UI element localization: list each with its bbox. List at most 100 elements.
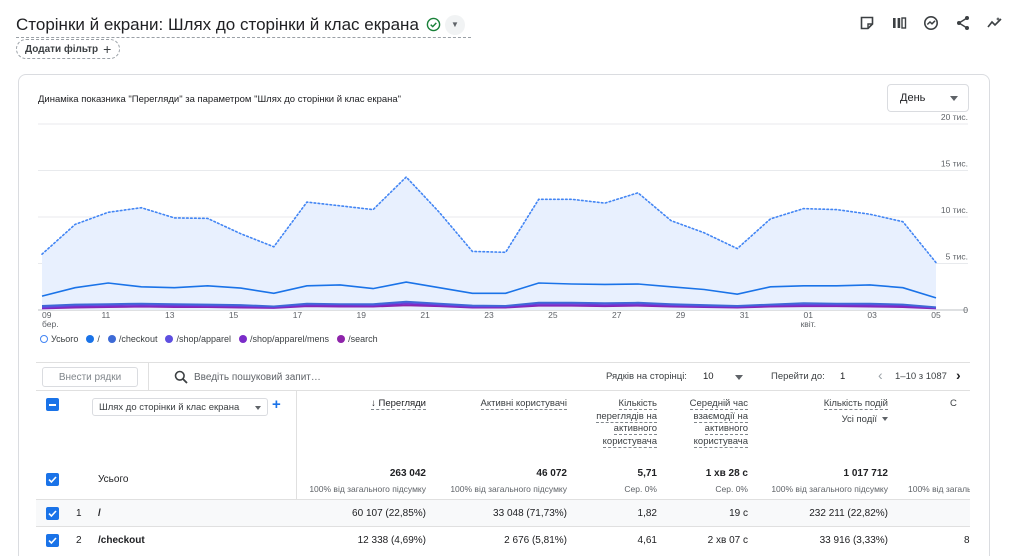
legend-swatch <box>165 335 174 343</box>
total-views-per-user-sub: Сер. 0% <box>624 484 657 494</box>
legend-label: /search <box>348 334 378 344</box>
x-tick-label: 17 <box>293 310 303 320</box>
row-views-per-user: 1,82 <box>637 508 657 519</box>
total-views-sub: 100% від загального підсумку <box>309 484 426 494</box>
x-tick-label: 13 <box>165 310 175 320</box>
series-line <box>41 303 937 309</box>
report-actions <box>858 14 1004 32</box>
col-truncated-label: С <box>950 398 957 409</box>
plot-rows-label: Внести рядки <box>58 371 122 383</box>
col-event-count[interactable]: Кількість подій Усі події <box>790 398 888 426</box>
col-views[interactable]: ↓ Перегляди <box>330 398 426 411</box>
legend-label: Усього <box>51 334 79 344</box>
legend-label: /shop/apparel <box>176 334 231 344</box>
rows-per-page-select[interactable]: 10 <box>703 371 714 382</box>
col-views-label: ↓ Перегляди <box>371 398 426 410</box>
dimension-select[interactable]: Шлях до сторінки й клас екрана <box>92 398 268 416</box>
legend-swatch <box>86 335 95 343</box>
legend-item[interactable]: Усього <box>40 334 78 344</box>
select-all-checkbox[interactable] <box>46 398 59 411</box>
add-dimension-button[interactable]: + <box>272 396 281 413</box>
plus-icon: + <box>103 41 112 57</box>
x-tick-label: 27 <box>612 310 622 320</box>
legend-swatch <box>239 335 247 343</box>
row-avg-engagement: 2 хв 07 с <box>707 535 748 546</box>
insights-icon[interactable] <box>922 14 940 32</box>
row-event-count: 33 916 (3,33%) <box>819 535 888 546</box>
total-active-users-sub: 100% від загального підсумку <box>450 484 567 494</box>
y-tick-label: 15 тис. <box>941 159 968 169</box>
report-title-wrap[interactable]: Сторінки й екрани: Шлях до сторінки й кл… <box>16 12 471 38</box>
x-tick-label: 25 <box>548 310 558 320</box>
chevron-left-icon[interactable]: ‹ <box>878 367 883 383</box>
chevron-right-icon[interactable]: › <box>956 367 961 383</box>
search-icon <box>174 370 188 384</box>
row-views: 60 107 (22,85%) <box>352 508 426 519</box>
row-page-path[interactable]: / <box>98 508 101 519</box>
row-index: 2 <box>76 535 82 546</box>
legend-item[interactable]: /checkout <box>107 334 157 344</box>
title-dropdown-icon[interactable]: ▼ <box>444 14 465 35</box>
granularity-select[interactable]: День <box>887 84 969 112</box>
row-avg-engagement: 19 с <box>729 508 748 519</box>
report-header: Сторінки й екрани: Шлях до сторінки й кл… <box>16 12 1008 42</box>
x-tick-month-label: бер. <box>42 319 59 329</box>
total-avg-engagement: 1 хв 28 с <box>705 468 748 479</box>
x-tick-label: 21 <box>420 310 430 320</box>
chevron-down-icon[interactable] <box>735 375 743 380</box>
legend-item[interactable]: / <box>86 334 100 344</box>
legend-item[interactable]: /shop/apparel/mens <box>239 334 329 344</box>
x-tick-label: 23 <box>484 310 494 320</box>
chart-title: Динаміка показника "Перегляди" за параме… <box>38 94 402 105</box>
legend-item[interactable]: /shop/apparel <box>165 334 231 344</box>
series-area <box>42 177 936 310</box>
legend-swatch <box>107 335 116 343</box>
col-views-per-user-label: Кількість переглядів на активного корист… <box>596 398 657 448</box>
legend-swatch <box>337 335 346 343</box>
row-page-path[interactable]: /checkout <box>98 535 145 546</box>
totals-checkbox[interactable] <box>46 473 59 486</box>
legend-swatch <box>40 335 48 343</box>
series-line <box>41 281 937 299</box>
add-filter-button[interactable]: Додати фільтр + <box>16 39 121 59</box>
x-tick-label: 29 <box>676 310 686 320</box>
x-tick-label: 03 <box>867 310 877 320</box>
legend-item[interactable]: /search <box>337 334 378 344</box>
chevron-down-icon <box>882 416 888 421</box>
series-line <box>41 300 937 308</box>
event-filter-select[interactable]: Усі події <box>790 414 888 427</box>
annotation-icon[interactable] <box>858 14 876 32</box>
pagination-text: 1–10 з 1087 <box>895 371 947 382</box>
row-event-count: 232 211 (22,82%) <box>809 508 888 519</box>
row-views: 12 338 (4,69%) <box>357 535 426 546</box>
share-icon[interactable] <box>954 14 972 32</box>
table-search-input[interactable] <box>194 367 404 387</box>
col-avg-engagement[interactable]: Середній час взаємодії на активного кори… <box>684 398 748 448</box>
page-title: Сторінки й екрани: Шлях до сторінки й кл… <box>16 14 419 34</box>
table-row[interactable]: 1 / 60 107 (22,85%) 33 048 (71,73%) 1,82… <box>36 499 970 526</box>
total-truncated-sub: 100% від загаль <box>908 484 970 494</box>
chevron-down-icon <box>950 96 958 101</box>
table-row[interactable]: 2 /checkout 12 338 (4,69%) 2 676 (5,81%)… <box>36 526 970 553</box>
toolbar-separator <box>148 363 149 391</box>
anomaly-insights-icon[interactable] <box>986 14 1004 32</box>
col-views-per-user[interactable]: Кількість переглядів на активного корист… <box>592 398 657 448</box>
total-avg-engagement-sub: Сер. 0% <box>715 484 748 494</box>
row-checkbox[interactable] <box>46 534 59 547</box>
x-tick-label: 09 <box>42 310 52 320</box>
event-filter-value: Усі події <box>841 413 877 425</box>
col-active-users[interactable]: Активні користувачі <box>450 398 567 411</box>
check-circle-icon <box>426 17 441 32</box>
plot-rows-button[interactable]: Внести рядки <box>42 367 138 387</box>
granularity-value: День <box>900 92 926 104</box>
row-checkbox[interactable] <box>46 507 59 520</box>
column-separator <box>296 390 297 500</box>
x-tick-label: 19 <box>357 310 367 320</box>
total-views-per-user: 5,71 <box>637 468 657 479</box>
goto-page-input[interactable]: 1 <box>840 371 846 382</box>
rows-per-page-label: Рядків на сторінці: <box>606 371 687 382</box>
total-views: 263 042 <box>389 468 426 479</box>
col-truncated[interactable]: С <box>950 398 970 411</box>
compare-icon[interactable] <box>890 14 908 32</box>
